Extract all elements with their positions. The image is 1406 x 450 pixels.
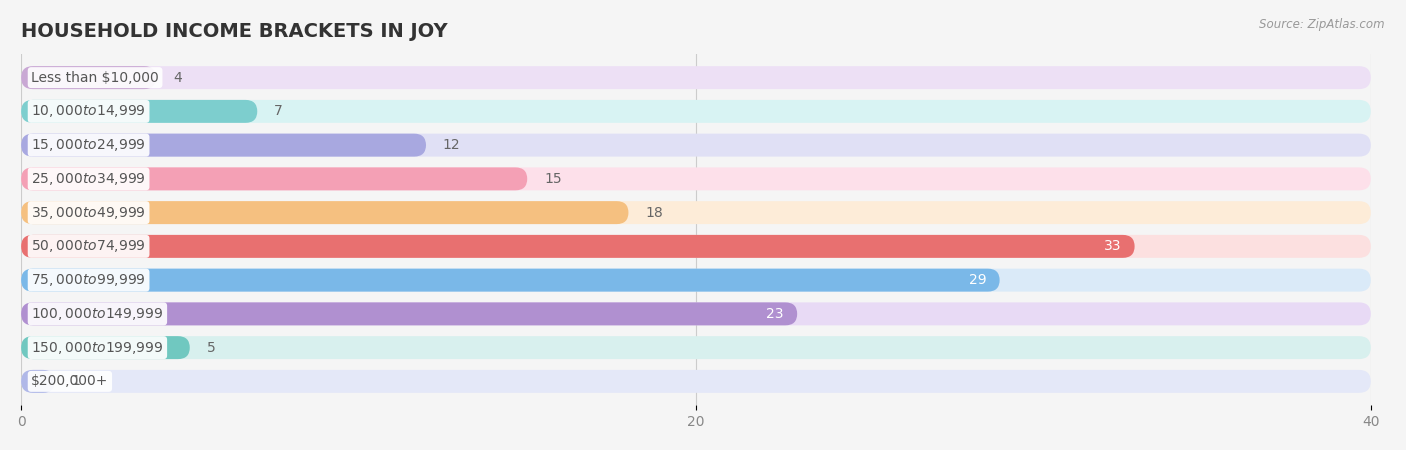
Text: 15: 15 xyxy=(544,172,562,186)
Text: $200,000+: $200,000+ xyxy=(31,374,108,388)
FancyBboxPatch shape xyxy=(21,134,1371,157)
Text: $100,000 to $149,999: $100,000 to $149,999 xyxy=(31,306,163,322)
FancyBboxPatch shape xyxy=(21,336,1371,359)
FancyBboxPatch shape xyxy=(21,167,1371,190)
Text: 5: 5 xyxy=(207,341,215,355)
Text: 7: 7 xyxy=(274,104,283,118)
FancyBboxPatch shape xyxy=(21,167,527,190)
Text: $35,000 to $49,999: $35,000 to $49,999 xyxy=(31,205,146,220)
FancyBboxPatch shape xyxy=(21,269,1000,292)
Text: $75,000 to $99,999: $75,000 to $99,999 xyxy=(31,272,146,288)
FancyBboxPatch shape xyxy=(21,235,1371,258)
FancyBboxPatch shape xyxy=(21,370,55,393)
FancyBboxPatch shape xyxy=(21,235,1135,258)
FancyBboxPatch shape xyxy=(21,302,797,325)
FancyBboxPatch shape xyxy=(21,100,1371,123)
Text: 12: 12 xyxy=(443,138,461,152)
FancyBboxPatch shape xyxy=(21,302,1371,325)
Text: 1: 1 xyxy=(72,374,80,388)
FancyBboxPatch shape xyxy=(21,100,257,123)
FancyBboxPatch shape xyxy=(21,134,426,157)
Text: Less than $10,000: Less than $10,000 xyxy=(31,71,159,85)
Text: $50,000 to $74,999: $50,000 to $74,999 xyxy=(31,238,146,254)
Text: 4: 4 xyxy=(173,71,181,85)
Text: 23: 23 xyxy=(766,307,783,321)
Text: 18: 18 xyxy=(645,206,664,220)
FancyBboxPatch shape xyxy=(21,66,1371,89)
Text: $150,000 to $199,999: $150,000 to $199,999 xyxy=(31,340,163,356)
Text: HOUSEHOLD INCOME BRACKETS IN JOY: HOUSEHOLD INCOME BRACKETS IN JOY xyxy=(21,22,447,41)
Text: 33: 33 xyxy=(1104,239,1121,253)
FancyBboxPatch shape xyxy=(21,201,628,224)
Text: $10,000 to $14,999: $10,000 to $14,999 xyxy=(31,104,146,119)
FancyBboxPatch shape xyxy=(21,66,156,89)
Text: $25,000 to $34,999: $25,000 to $34,999 xyxy=(31,171,146,187)
Text: 29: 29 xyxy=(969,273,986,287)
Text: $15,000 to $24,999: $15,000 to $24,999 xyxy=(31,137,146,153)
Text: Source: ZipAtlas.com: Source: ZipAtlas.com xyxy=(1260,18,1385,31)
FancyBboxPatch shape xyxy=(21,370,1371,393)
FancyBboxPatch shape xyxy=(21,269,1371,292)
FancyBboxPatch shape xyxy=(21,201,1371,224)
FancyBboxPatch shape xyxy=(21,336,190,359)
